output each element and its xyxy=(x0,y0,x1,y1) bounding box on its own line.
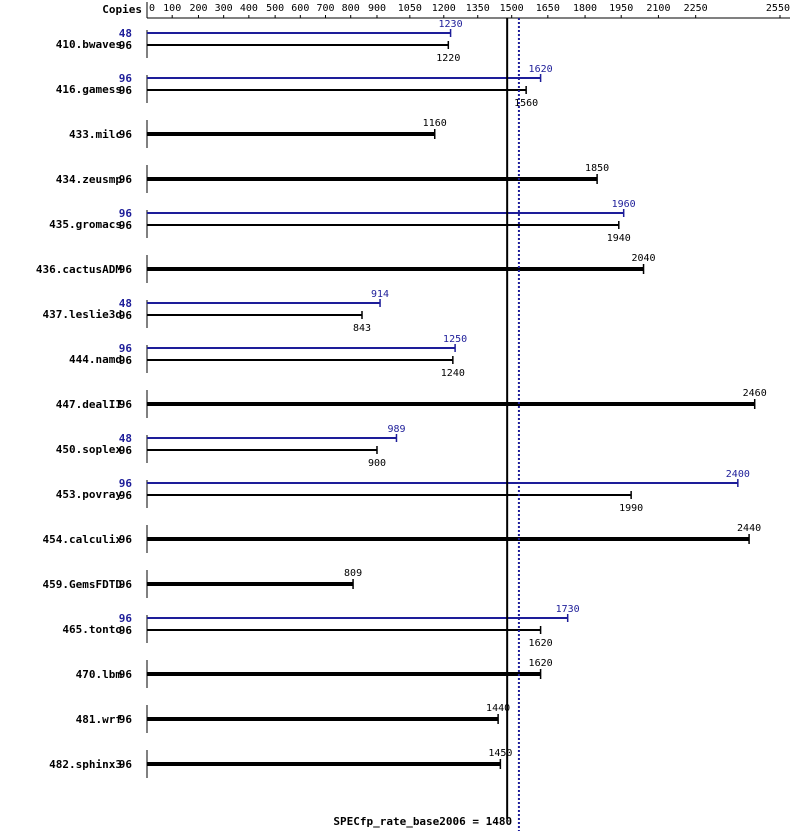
benchmark-label: 450.soplex xyxy=(56,443,123,456)
base-value-label: 1620 xyxy=(529,638,553,649)
base-copies-label: 96 xyxy=(119,578,133,591)
base-value-label: 843 xyxy=(353,323,371,334)
x-tick-label: 300 xyxy=(215,3,233,14)
x-tick-label: 1050 xyxy=(398,3,422,14)
base-value-label: 1160 xyxy=(423,118,447,129)
base-value-label: 900 xyxy=(368,458,386,469)
x-tick-label: 0 xyxy=(149,3,155,14)
x-tick-label: 600 xyxy=(291,3,309,14)
base-copies-label: 96 xyxy=(119,309,133,322)
x-tick-label: 900 xyxy=(368,3,386,14)
x-tick-label: 1650 xyxy=(536,3,560,14)
peak-value-label: 914 xyxy=(371,289,389,300)
x-tick-label: 1200 xyxy=(432,3,456,14)
x-tick-label: 200 xyxy=(189,3,207,14)
peak-copies-label: 96 xyxy=(119,477,133,490)
benchmark-label: 465.tonto xyxy=(62,623,122,636)
benchmark-label: 453.povray xyxy=(56,488,123,501)
base-value-label: 2440 xyxy=(737,523,761,534)
benchmark-label: 433.milc xyxy=(69,128,122,141)
base-value-label: 2040 xyxy=(631,253,655,264)
benchmark-label: 482.sphinx3 xyxy=(49,758,122,771)
x-tick-label: 1350 xyxy=(466,3,490,14)
benchmark-label: 410.bwaves xyxy=(56,38,122,51)
base-copies-label: 96 xyxy=(119,219,133,232)
peak-copies-label: 96 xyxy=(119,342,133,355)
peak-copies-label: 96 xyxy=(119,612,133,625)
base-copies-label: 96 xyxy=(119,444,133,457)
base-value-label: 1240 xyxy=(441,368,465,379)
base-value-label: 1940 xyxy=(607,233,631,244)
x-tick-label: 2550 xyxy=(766,3,790,14)
base-copies-label: 96 xyxy=(119,489,133,502)
base-reference-label: SPECfp_rate_base2006 = 1480 xyxy=(333,815,512,828)
benchmark-label: 436.cactusADM xyxy=(36,263,122,276)
base-copies-label: 96 xyxy=(119,713,133,726)
benchmark-label: 470.lbm xyxy=(76,668,123,681)
base-value-label: 2460 xyxy=(743,388,767,399)
x-tick-label: 400 xyxy=(240,3,258,14)
base-copies-label: 96 xyxy=(119,668,133,681)
benchmark-label: 416.gamess xyxy=(56,83,122,96)
peak-value-label: 2400 xyxy=(726,469,750,480)
x-tick-label: 800 xyxy=(342,3,360,14)
base-copies-label: 96 xyxy=(119,354,133,367)
x-tick-label: 1800 xyxy=(573,3,597,14)
base-value-label: 1560 xyxy=(514,98,538,109)
base-copies-label: 96 xyxy=(119,263,133,276)
benchmark-label: 437.leslie3d xyxy=(43,308,122,321)
peak-value-label: 989 xyxy=(387,424,405,435)
base-value-label: 1850 xyxy=(585,163,609,174)
peak-value-label: 1620 xyxy=(529,64,553,75)
x-tick-label: 500 xyxy=(266,3,284,14)
base-copies-label: 96 xyxy=(119,533,133,546)
x-tick-label: 2100 xyxy=(646,3,670,14)
benchmark-label: 447.dealII xyxy=(56,398,122,411)
peak-value-label: 1730 xyxy=(556,604,580,615)
base-copies-label: 96 xyxy=(119,39,133,52)
benchmark-label: 444.namd xyxy=(69,353,122,366)
base-copies-label: 96 xyxy=(119,128,133,141)
base-copies-label: 96 xyxy=(119,624,133,637)
peak-value-label: 1960 xyxy=(612,199,636,210)
peak-copies-label: 96 xyxy=(119,72,133,85)
x-tick-label: 1950 xyxy=(609,3,633,14)
base-value-label: 809 xyxy=(344,568,362,579)
base-value-label: 1990 xyxy=(619,503,643,514)
benchmark-label: 481.wrf xyxy=(76,713,122,726)
peak-value-label: 1230 xyxy=(439,19,463,30)
peak-copies-label: 48 xyxy=(119,27,132,40)
x-tick-label: 2250 xyxy=(684,3,708,14)
base-copies-label: 96 xyxy=(119,758,133,771)
peak-copies-label: 48 xyxy=(119,432,132,445)
copies-header: Copies xyxy=(102,3,142,16)
benchmark-label: 435.gromacs xyxy=(49,218,122,231)
benchmark-label: 454.calculix xyxy=(43,533,123,546)
peak-copies-label: 96 xyxy=(119,207,133,220)
x-tick-label: 1500 xyxy=(500,3,524,14)
peak-value-label: 1250 xyxy=(443,334,467,345)
base-value-label: 1450 xyxy=(488,748,512,759)
base-value-label: 1440 xyxy=(486,703,510,714)
benchmark-label: 434.zeusmp xyxy=(56,173,123,186)
base-copies-label: 96 xyxy=(119,398,133,411)
base-value-label: 1220 xyxy=(436,53,460,64)
base-copies-label: 96 xyxy=(119,173,133,186)
base-value-label: 1620 xyxy=(529,658,553,669)
x-tick-label: 100 xyxy=(163,3,181,14)
benchmark-label: 459.GemsFDTD xyxy=(43,578,123,591)
base-copies-label: 96 xyxy=(119,84,133,97)
x-tick-label: 700 xyxy=(316,3,334,14)
peak-copies-label: 48 xyxy=(119,297,132,310)
